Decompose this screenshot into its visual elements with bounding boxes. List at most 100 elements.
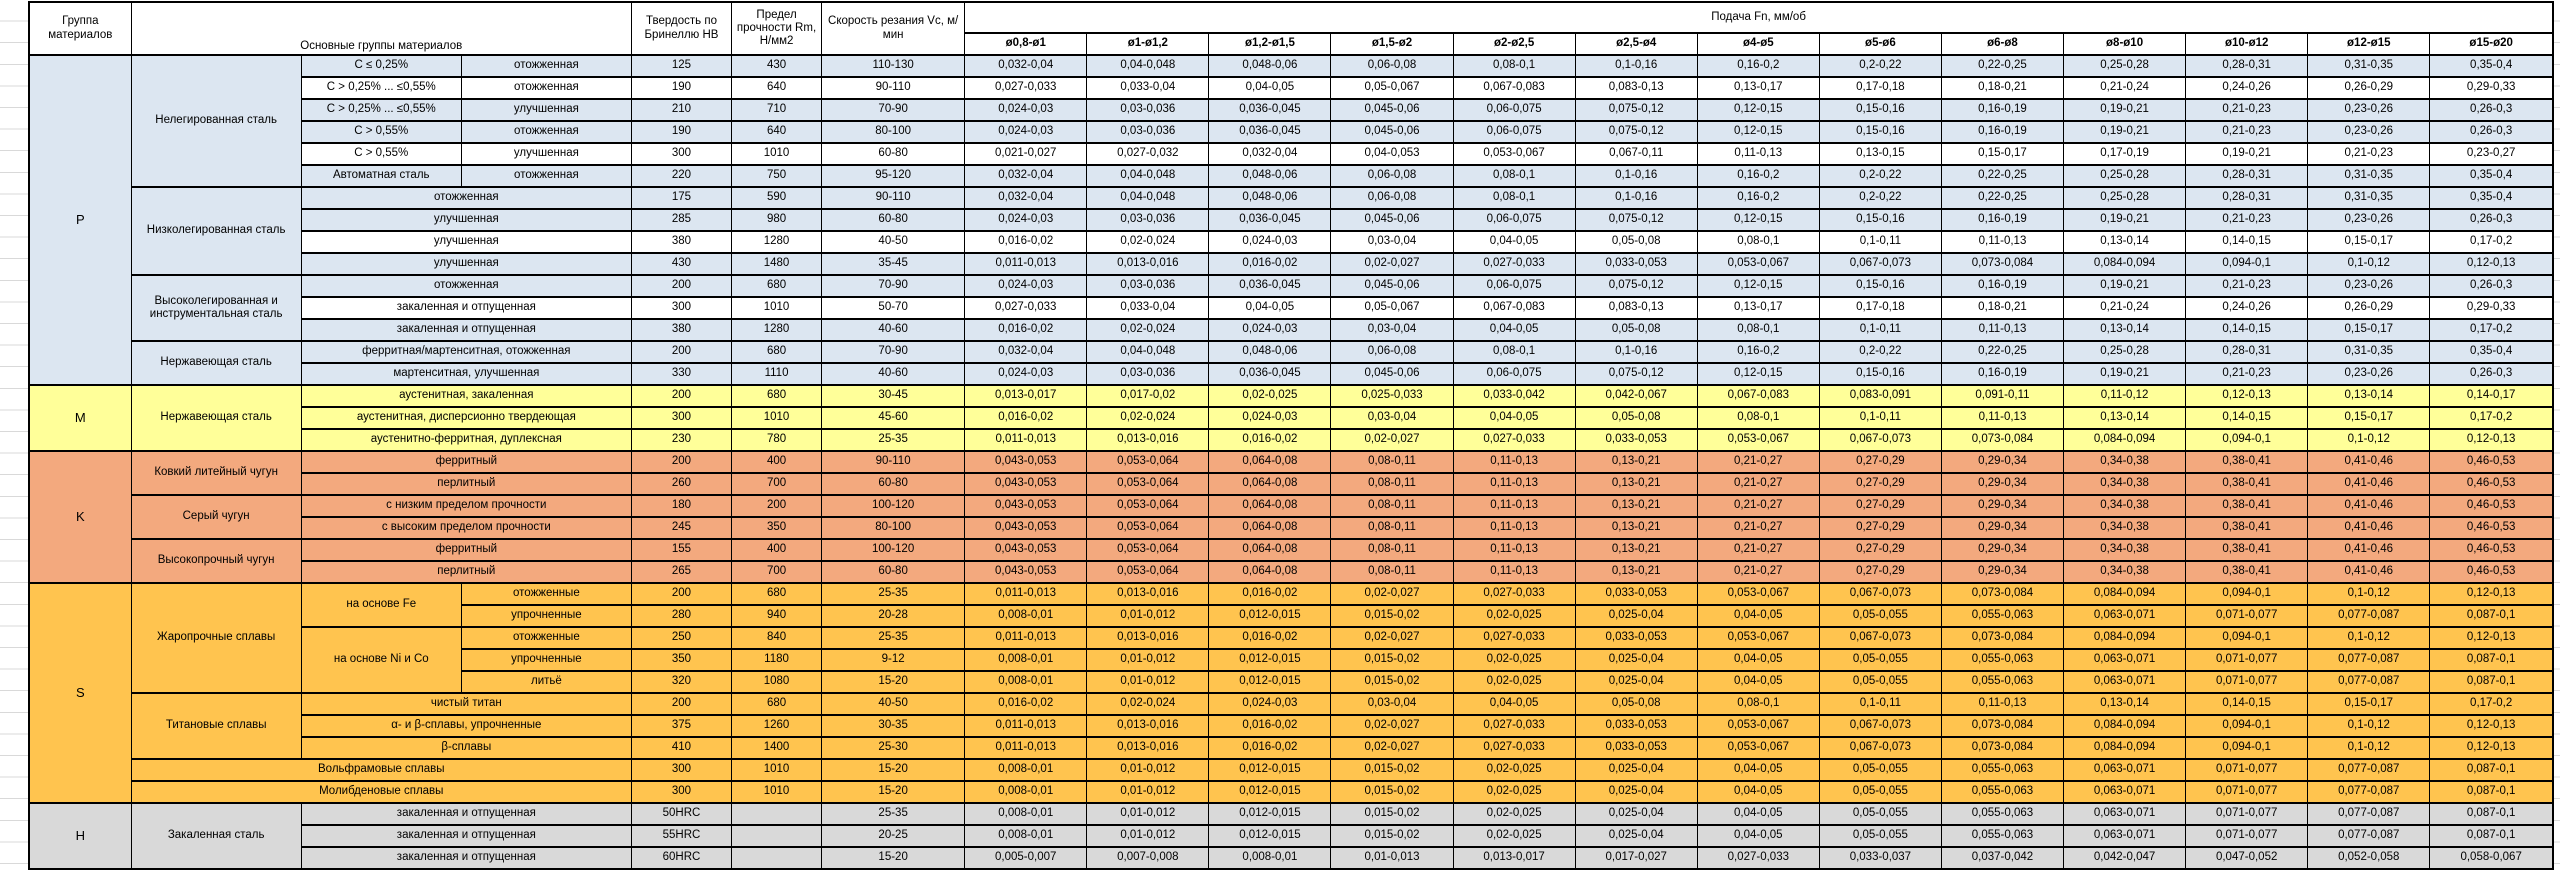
hardness-cell[interactable]: 60HRC bbox=[630, 846, 733, 870]
feed-cell[interactable]: 0,22-0,25 bbox=[1940, 54, 2065, 78]
speed-cell[interactable]: 60-80 bbox=[821, 560, 966, 584]
feed-cell[interactable]: 0,18-0,21 bbox=[1940, 296, 2065, 320]
feed-cell[interactable]: 0,12-0,15 bbox=[1696, 98, 1820, 122]
feed-cell[interactable]: 0,024-0,03 bbox=[964, 98, 1088, 122]
feed-cell[interactable]: 0,032-0,04 bbox=[964, 54, 1088, 78]
feed-cell[interactable]: 0,19-0,21 bbox=[2063, 362, 2187, 386]
feed-cell[interactable]: 0,46-0,53 bbox=[2429, 450, 2554, 474]
feed-cell[interactable]: 0,01-0,012 bbox=[1086, 670, 1210, 694]
strength-cell[interactable]: 350 bbox=[731, 516, 823, 540]
feed-cell[interactable]: 0,045-0,06 bbox=[1330, 208, 1454, 232]
feed-cell[interactable]: 0,41-0,46 bbox=[2307, 538, 2431, 562]
feed-cell[interactable]: 0,11-0,13 bbox=[1452, 560, 1576, 584]
feed-cell[interactable]: 0,28-0,31 bbox=[2185, 164, 2309, 188]
feed-cell[interactable]: 0,04-0,048 bbox=[1086, 54, 1210, 78]
feed-cell[interactable]: 0,29-0,34 bbox=[1940, 450, 2065, 474]
hardness-cell[interactable]: 280 bbox=[630, 604, 733, 628]
feed-cell[interactable]: 0,036-0,045 bbox=[1208, 120, 1332, 144]
feed-cell[interactable]: 0,008-0,01 bbox=[964, 758, 1088, 782]
subtype-cell[interactable]: β-сплавы bbox=[300, 736, 632, 760]
feed-cell[interactable]: 0,16-0,19 bbox=[1940, 120, 2065, 144]
speed-cell[interactable]: 40-50 bbox=[821, 692, 966, 716]
feed-cell[interactable]: 0,38-0,41 bbox=[2185, 472, 2309, 496]
feed-cell[interactable]: 0,15-0,17 bbox=[2307, 230, 2431, 254]
feed-cell[interactable]: 0,087-0,1 bbox=[2429, 670, 2554, 694]
feed-cell[interactable]: 0,043-0,053 bbox=[964, 560, 1088, 584]
feed-cell[interactable]: 0,033-0,042 bbox=[1452, 384, 1576, 408]
strength-cell[interactable]: 1280 bbox=[731, 230, 823, 254]
speed-cell[interactable]: 70-90 bbox=[821, 98, 966, 122]
feed-cell[interactable]: 0,036-0,045 bbox=[1208, 274, 1332, 298]
feed-cell[interactable]: 0,17-0,2 bbox=[2429, 692, 2554, 716]
feed-cell[interactable]: 0,02-0,024 bbox=[1086, 230, 1210, 254]
feed-cell[interactable]: 0,055-0,063 bbox=[1940, 802, 2065, 826]
feed-cell[interactable]: 0,021-0,027 bbox=[964, 142, 1088, 166]
feed-cell[interactable]: 0,05-0,08 bbox=[1574, 230, 1698, 254]
speed-cell[interactable]: 25-35 bbox=[821, 626, 966, 650]
feed-cell[interactable]: 0,02-0,025 bbox=[1452, 780, 1576, 804]
feed-cell[interactable]: 0,063-0,071 bbox=[2063, 824, 2187, 848]
feed-cell[interactable]: 0,063-0,071 bbox=[2063, 648, 2187, 672]
feed-cell[interactable]: 0,024-0,03 bbox=[964, 274, 1088, 298]
speed-cell[interactable]: 25-35 bbox=[821, 428, 966, 452]
feed-cell[interactable]: 0,12-0,15 bbox=[1696, 120, 1820, 144]
group-code-cell[interactable]: S bbox=[28, 582, 132, 804]
feed-cell[interactable]: 0,21-0,27 bbox=[1696, 560, 1820, 584]
feed-cell[interactable]: 0,027-0,033 bbox=[1452, 736, 1576, 760]
feed-cell[interactable]: 0,084-0,094 bbox=[2063, 428, 2187, 452]
feed-cell[interactable]: 0,34-0,38 bbox=[2063, 516, 2187, 540]
feed-cell[interactable]: 0,007-0,008 bbox=[1086, 846, 1210, 870]
feed-cell[interactable]: 0,38-0,41 bbox=[2185, 560, 2309, 584]
feed-cell[interactable]: 0,06-0,075 bbox=[1452, 120, 1576, 144]
feed-cell[interactable]: 0,071-0,077 bbox=[2185, 780, 2309, 804]
feed-cell[interactable]: 0,045-0,06 bbox=[1330, 362, 1454, 386]
feed-cell[interactable]: 0,01-0,012 bbox=[1086, 802, 1210, 826]
feed-cell[interactable]: 0,083-0,13 bbox=[1574, 296, 1698, 320]
speed-cell[interactable]: 60-80 bbox=[821, 208, 966, 232]
feed-cell[interactable]: 0,27-0,29 bbox=[1818, 494, 1942, 518]
feed-cell[interactable]: 0,11-0,13 bbox=[1452, 538, 1576, 562]
feed-cell[interactable]: 0,06-0,08 bbox=[1330, 164, 1454, 188]
feed-cell[interactable]: 0,025-0,04 bbox=[1574, 758, 1698, 782]
feed-cell[interactable]: 0,033-0,04 bbox=[1086, 76, 1210, 100]
strength-cell[interactable]: 840 bbox=[731, 626, 823, 650]
feed-cell[interactable]: 0,087-0,1 bbox=[2429, 802, 2554, 826]
feed-cell[interactable]: 0,012-0,015 bbox=[1208, 648, 1332, 672]
feed-cell[interactable]: 0,016-0,02 bbox=[964, 318, 1088, 342]
feed-cell[interactable]: 0,055-0,063 bbox=[1940, 758, 2065, 782]
hardness-cell[interactable]: 320 bbox=[630, 670, 733, 694]
feed-cell[interactable]: 0,25-0,28 bbox=[2063, 340, 2187, 364]
feed-cell[interactable]: 0,036-0,045 bbox=[1208, 98, 1332, 122]
feed-cell[interactable]: 0,008-0,01 bbox=[964, 604, 1088, 628]
feed-cell[interactable]: 0,033-0,053 bbox=[1574, 714, 1698, 738]
hardness-cell[interactable]: 200 bbox=[630, 384, 733, 408]
hardness-cell[interactable]: 330 bbox=[630, 362, 733, 386]
feed-cell[interactable]: 0,071-0,077 bbox=[2185, 824, 2309, 848]
hardness-cell[interactable]: 245 bbox=[630, 516, 733, 540]
header-tensile-strength[interactable]: Предел прочности Rm, Н/мм2 bbox=[731, 1, 823, 56]
feed-cell[interactable]: 0,033-0,053 bbox=[1574, 626, 1698, 650]
hardness-cell[interactable]: 300 bbox=[630, 142, 733, 166]
feed-cell[interactable]: 0,067-0,083 bbox=[1452, 76, 1576, 100]
subtype-cell[interactable]: α- и β-сплавы, упрочненные bbox=[300, 714, 632, 738]
feed-cell[interactable]: 0,083-0,091 bbox=[1818, 384, 1942, 408]
feed-cell[interactable]: 0,04-0,05 bbox=[1696, 670, 1820, 694]
feed-cell[interactable]: 0,087-0,1 bbox=[2429, 758, 2554, 782]
feed-cell[interactable]: 0,26-0,3 bbox=[2429, 362, 2554, 386]
hardness-cell[interactable]: 375 bbox=[630, 714, 733, 738]
feed-cell[interactable]: 0,14-0,15 bbox=[2185, 230, 2309, 254]
feed-cell[interactable]: 0,01-0,012 bbox=[1086, 758, 1210, 782]
strength-cell[interactable]: 700 bbox=[731, 560, 823, 584]
feed-cell[interactable]: 0,094-0,1 bbox=[2185, 626, 2309, 650]
feed-cell[interactable]: 0,036-0,045 bbox=[1208, 208, 1332, 232]
feed-cell[interactable]: 0,12-0,13 bbox=[2429, 626, 2554, 650]
state-cell[interactable]: отожженная bbox=[460, 164, 632, 188]
feed-cell[interactable]: 0,06-0,08 bbox=[1330, 54, 1454, 78]
feed-cell[interactable]: 0,38-0,41 bbox=[2185, 450, 2309, 474]
feed-cell[interactable]: 0,043-0,053 bbox=[964, 538, 1088, 562]
feed-cell[interactable]: 0,024-0,03 bbox=[1208, 692, 1332, 716]
header-brinell-hardness[interactable]: Твердость по Бринеллю НВ bbox=[630, 1, 733, 56]
strength-cell[interactable]: 680 bbox=[731, 692, 823, 716]
feed-cell[interactable]: 0,013-0,016 bbox=[1086, 736, 1210, 760]
subtype-cell[interactable]: на основе Fe bbox=[300, 582, 462, 628]
